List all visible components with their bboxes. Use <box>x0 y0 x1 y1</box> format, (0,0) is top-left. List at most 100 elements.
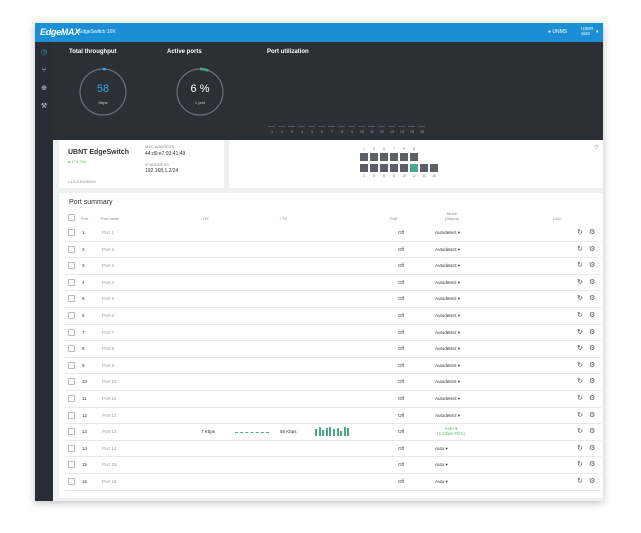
mode-select[interactable]: Auto ▾ <box>435 479 448 484</box>
port-name[interactable]: Port 1 <box>102 230 115 235</box>
row-checkbox[interactable] <box>68 345 75 353</box>
row-checkbox[interactable] <box>68 278 75 286</box>
row-checkbox[interactable] <box>68 378 75 386</box>
switch-port-top[interactable] <box>380 153 388 161</box>
port-name[interactable]: Port 5 <box>102 296 115 302</box>
topology-icon[interactable]: ⑂ <box>41 67 47 74</box>
switch-port-bottom[interactable] <box>390 164 398 172</box>
restart-icon[interactable]: ↻ <box>577 328 583 336</box>
user-menu[interactable]: USER ubnt <box>581 26 594 36</box>
switch-port-bottom[interactable] <box>380 164 388 172</box>
port-name[interactable]: Port 3 <box>102 263 115 269</box>
gear-icon[interactable]: ⚙ <box>589 328 596 336</box>
mode-select[interactable]: Autodetect ▾ <box>435 329 461 335</box>
row-checkbox[interactable] <box>68 262 75 270</box>
port-name[interactable]: Port 15 <box>102 462 117 468</box>
gear-icon[interactable]: ⚙ <box>589 428 596 436</box>
mode-select[interactable]: Auto ▾ <box>435 462 448 468</box>
gear-icon[interactable]: ⚙ <box>589 461 596 469</box>
restart-icon[interactable]: ↻ <box>577 295 583 303</box>
mode-select[interactable]: Autodetect ▾ <box>435 296 461 302</box>
row-checkbox[interactable] <box>68 395 75 402</box>
unms-status[interactable]: ● UNMS <box>548 29 568 35</box>
mode-select[interactable]: Autodetect ▾ <box>435 246 461 252</box>
restart-icon[interactable]: ↻ <box>577 312 583 319</box>
restart-icon[interactable]: ↻ <box>577 428 583 436</box>
row-checkbox[interactable] <box>68 229 75 236</box>
mode-select[interactable]: Auto ▾ <box>435 445 448 451</box>
header-mode[interactable]: Mode <box>446 211 457 216</box>
switch-port-bottom[interactable] <box>360 164 368 172</box>
switch-port-top[interactable] <box>400 153 408 161</box>
gear-icon[interactable]: ⚙ <box>589 312 596 319</box>
header-port[interactable]: Port <box>81 216 89 221</box>
mode-select[interactable]: Autodetect ▾ <box>435 412 461 418</box>
row-checkbox[interactable] <box>68 411 75 419</box>
gear-icon[interactable]: ⚙ <box>589 229 596 236</box>
restart-icon[interactable]: ↻ <box>577 245 583 253</box>
gear-icon[interactable]: ⚙ <box>589 295 596 303</box>
restart-icon[interactable]: ↻ <box>577 345 583 353</box>
port-name[interactable]: Port 16 <box>102 479 117 484</box>
switch-port-bottom[interactable] <box>400 164 408 172</box>
gear-icon[interactable]: ⚙ <box>589 444 596 452</box>
header-rx[interactable]: ↓ RX <box>200 216 209 221</box>
switch-port-top[interactable] <box>410 153 418 161</box>
restart-icon[interactable]: ↻ <box>577 395 583 402</box>
row-checkbox[interactable] <box>68 245 75 253</box>
gear-icon[interactable]: ⚙ <box>589 478 596 485</box>
mode-select[interactable]: Auto ▾ (1 Gbps FDX) <box>429 426 473 436</box>
gear-icon[interactable]: ⚙ <box>589 345 596 353</box>
mode-select[interactable]: Autodetect ▾ <box>435 396 461 401</box>
restart-icon[interactable]: ↻ <box>577 461 583 469</box>
port-name[interactable]: Port 7 <box>102 329 115 335</box>
mode-select[interactable]: Autodetect ▾ <box>435 263 461 269</box>
header-mode-status[interactable]: (Status) <box>444 216 459 221</box>
row-checkbox[interactable] <box>68 444 75 452</box>
row-checkbox[interactable] <box>68 461 75 469</box>
switch-port-top[interactable] <box>370 153 378 161</box>
tools-icon[interactable]: ⚒ <box>40 103 48 110</box>
clock-icon[interactable]: ◷ <box>594 144 599 150</box>
mode-select[interactable]: Autodetect ▾ <box>435 313 461 318</box>
restart-icon[interactable]: ↻ <box>577 361 583 369</box>
mode-select[interactable]: Autodetect ▾ <box>435 230 461 235</box>
row-checkbox[interactable] <box>68 312 75 319</box>
header-port-name[interactable]: Port name <box>101 216 120 221</box>
row-checkbox[interactable] <box>68 295 75 303</box>
port-name[interactable]: Port 13 <box>102 429 117 435</box>
port-name[interactable]: Port 9 <box>102 362 115 368</box>
port-name[interactable]: Port 14 <box>102 445 117 451</box>
restart-icon[interactable]: ↻ <box>577 229 583 236</box>
select-all-checkbox[interactable] <box>68 214 75 221</box>
restart-icon[interactable]: ↻ <box>577 378 583 386</box>
gear-icon[interactable]: ⚙ <box>589 245 596 253</box>
restart-icon[interactable]: ↻ <box>577 411 583 419</box>
header-tx[interactable]: ↑ TX <box>279 216 288 221</box>
port-name[interactable]: Port 6 <box>102 313 115 318</box>
header-poe[interactable]: PoE <box>390 216 398 221</box>
port-name[interactable]: Port 4 <box>102 279 115 285</box>
row-checkbox[interactable] <box>68 478 75 485</box>
port-name[interactable]: Port 11 <box>102 396 117 401</box>
switch-port-top[interactable] <box>390 153 398 161</box>
restart-icon[interactable]: ↻ <box>577 262 583 270</box>
restart-icon[interactable]: ↻ <box>577 478 583 485</box>
gear-icon[interactable]: ⚙ <box>589 411 596 419</box>
mode-select[interactable]: Autodetect ▾ <box>435 379 461 385</box>
switch-port-bottom[interactable] <box>410 164 418 172</box>
mode-select[interactable]: Autodetect ▾ <box>435 362 461 368</box>
restart-icon[interactable]: ↻ <box>577 444 583 452</box>
globe-icon[interactable]: ⊕ <box>41 85 47 92</box>
switch-port-top[interactable] <box>360 153 368 161</box>
edgemax-logo[interactable]: EdgeMAX <box>40 27 80 37</box>
mode-select[interactable]: Autodetect ▾ <box>435 346 461 352</box>
row-checkbox[interactable] <box>68 328 75 336</box>
restart-icon[interactable]: ↻ <box>577 278 583 286</box>
switch-port-bottom[interactable] <box>420 164 428 172</box>
gear-icon[interactable]: ⚙ <box>589 395 596 402</box>
chevron-down-icon[interactable]: ▾ <box>596 29 599 35</box>
mode-select[interactable]: Autodetect ▾ <box>435 279 461 285</box>
port-name[interactable]: Port 2 <box>102 246 115 252</box>
row-checkbox[interactable] <box>68 428 75 436</box>
